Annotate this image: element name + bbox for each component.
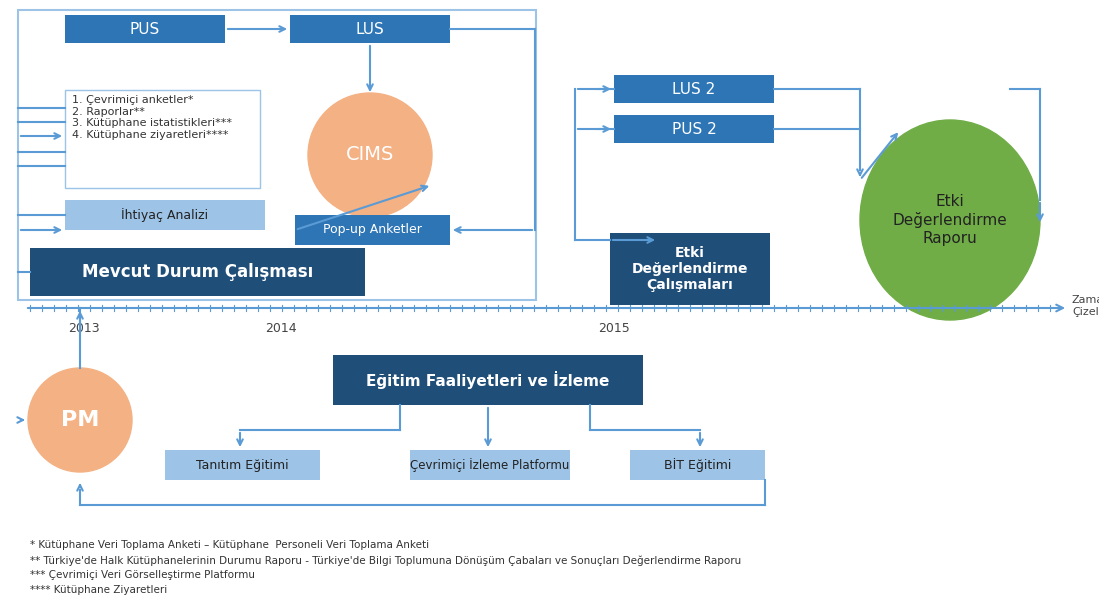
Text: * Kütüphane Veri Toplama Anketi – Kütüphane  Personeli Veri Toplama Anketi: * Kütüphane Veri Toplama Anketi – Kütüph… [30, 540, 429, 550]
FancyBboxPatch shape [610, 233, 770, 305]
FancyBboxPatch shape [410, 450, 570, 480]
FancyBboxPatch shape [165, 450, 320, 480]
FancyBboxPatch shape [65, 200, 265, 230]
Text: Mevcut Durum Çalışması: Mevcut Durum Çalışması [81, 263, 313, 281]
Text: 2015: 2015 [598, 322, 630, 335]
Text: Zaman
Çizelgesi: Zaman Çizelgesi [1072, 295, 1099, 317]
Text: BİT Eğitimi: BİT Eğitimi [664, 458, 731, 472]
FancyBboxPatch shape [614, 75, 774, 103]
Ellipse shape [308, 93, 432, 217]
Text: 2014: 2014 [265, 322, 297, 335]
Text: **** Kütüphane Ziyaretleri: **** Kütüphane Ziyaretleri [30, 585, 167, 595]
FancyBboxPatch shape [65, 90, 260, 188]
Text: ** Türkiye'de Halk Kütüphanelerinin Durumu Raporu - Türkiye'de Bilgi Toplumuna D: ** Türkiye'de Halk Kütüphanelerinin Duru… [30, 555, 741, 565]
Text: *** Çevrimiçi Veri Görselleştirme Platformu: *** Çevrimiçi Veri Görselleştirme Platfo… [30, 570, 255, 580]
FancyBboxPatch shape [295, 215, 449, 245]
FancyBboxPatch shape [65, 15, 225, 43]
Text: PUS: PUS [130, 22, 160, 36]
Text: PUS 2: PUS 2 [671, 121, 717, 137]
Ellipse shape [861, 120, 1040, 320]
FancyBboxPatch shape [333, 355, 643, 405]
Text: İhtiyaç Analizi: İhtiyaç Analizi [121, 208, 209, 222]
Text: Etki
Değerlendirme
Çalışmaları: Etki Değerlendirme Çalışmaları [632, 246, 748, 292]
Text: Eğitim Faaliyetleri ve İzleme: Eğitim Faaliyetleri ve İzleme [366, 371, 610, 389]
FancyBboxPatch shape [630, 450, 765, 480]
Text: LUS: LUS [356, 22, 385, 36]
Text: Çevrimiçi İzleme Platformu: Çevrimiçi İzleme Platformu [410, 458, 569, 472]
FancyBboxPatch shape [30, 248, 365, 296]
Text: Pop-up Anketler: Pop-up Anketler [323, 224, 422, 237]
Text: Etki
Değerlendirme
Raporu: Etki Değerlendirme Raporu [892, 195, 1008, 246]
FancyBboxPatch shape [614, 115, 774, 143]
Text: 2013: 2013 [68, 322, 100, 335]
Text: Tanıtım Eğitimi: Tanıtım Eğitimi [197, 458, 289, 471]
FancyBboxPatch shape [290, 15, 449, 43]
Text: PM: PM [60, 410, 99, 430]
Ellipse shape [27, 368, 132, 472]
Text: 1. Çevrimiçi anketler*
2. Raporlar**
3. Kütüphane istatistikleri***
4. Kütüphane: 1. Çevrimiçi anketler* 2. Raporlar** 3. … [73, 95, 232, 140]
Text: LUS 2: LUS 2 [673, 81, 715, 97]
Text: CIMS: CIMS [346, 145, 395, 164]
